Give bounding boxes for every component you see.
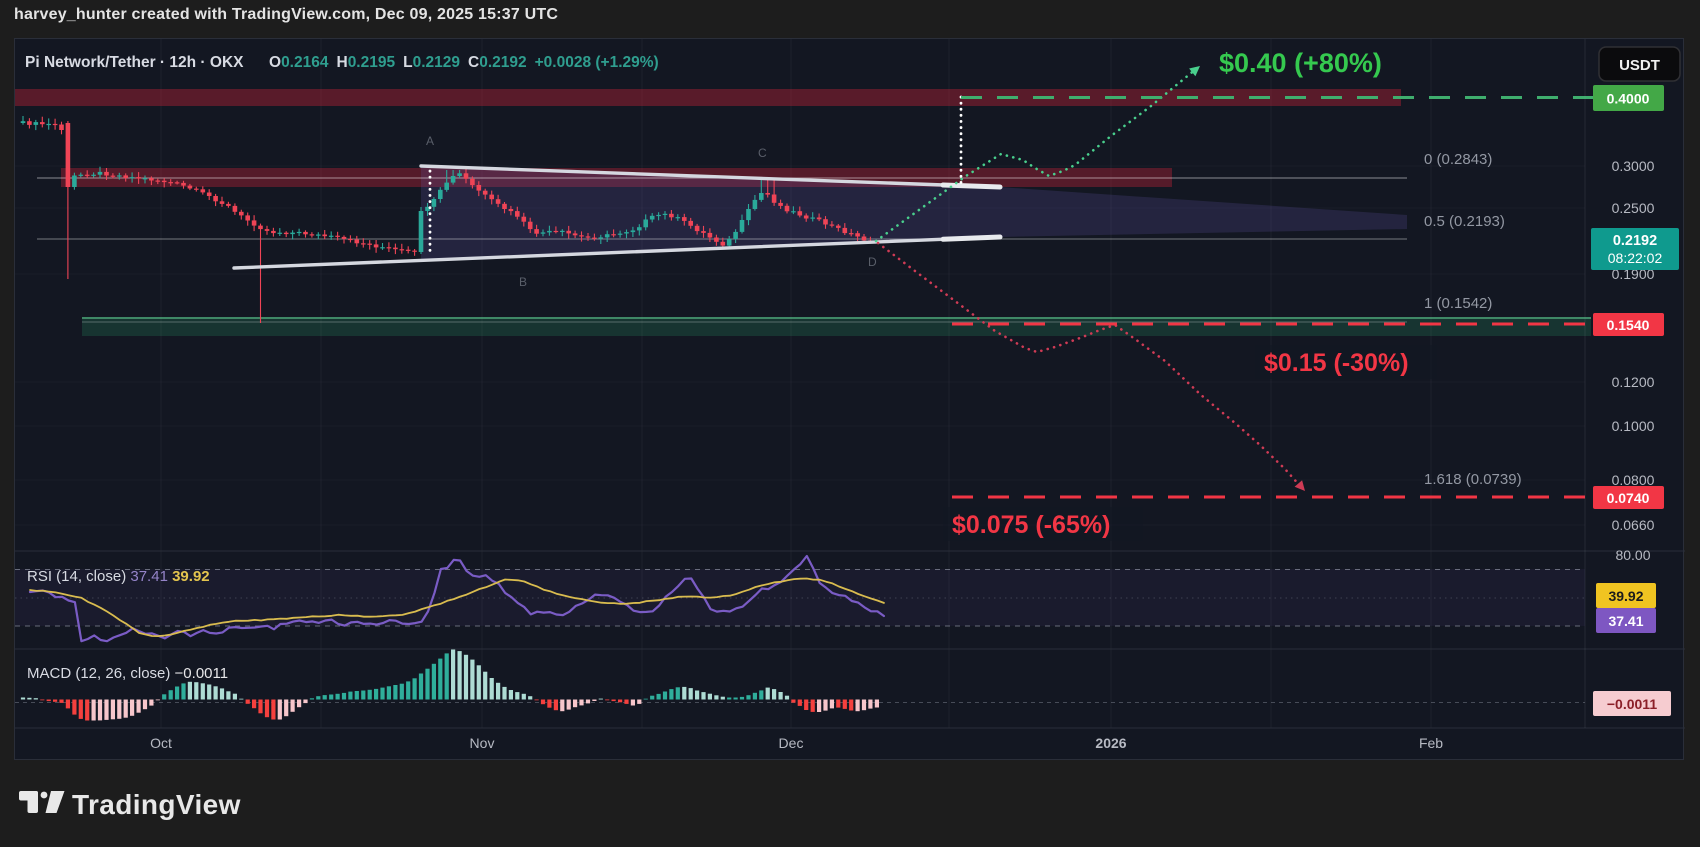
svg-text:1.618 (0.0739): 1.618 (0.0739)	[1424, 471, 1522, 488]
svg-text:0.2192: 0.2192	[1613, 233, 1657, 249]
svg-text:Nov: Nov	[470, 735, 495, 751]
svg-text:0.4000: 0.4000	[1607, 91, 1650, 107]
svg-text:$0.15 (-30%): $0.15 (-30%)	[1264, 349, 1409, 377]
svg-text:Oct: Oct	[150, 735, 172, 751]
svg-text:−0.0011: −0.0011	[1607, 696, 1657, 712]
svg-text:$0.40 (+80%): $0.40 (+80%)	[1219, 48, 1382, 78]
svg-text:0.1540: 0.1540	[1607, 317, 1650, 333]
svg-text:TradingView: TradingView	[72, 789, 241, 820]
svg-text:0.0660: 0.0660	[1612, 517, 1655, 533]
svg-text:37.41: 37.41	[1608, 613, 1643, 629]
svg-text:B: B	[519, 275, 527, 289]
svg-text:0.5 (0.2193): 0.5 (0.2193)	[1424, 213, 1505, 230]
svg-text:0.0740: 0.0740	[1607, 490, 1650, 506]
svg-text:0.2500: 0.2500	[1612, 200, 1655, 216]
svg-text:USDT: USDT	[1619, 57, 1660, 74]
svg-text:Feb: Feb	[1419, 735, 1443, 751]
svg-text:MACD (12, 26, close) −0.0011: MACD (12, 26, close) −0.0011	[27, 665, 228, 682]
svg-text:39.92: 39.92	[1608, 588, 1643, 604]
svg-text:Pi Network/Tether · 12h · OKX: Pi Network/Tether · 12h · OKX	[25, 54, 244, 71]
svg-text:D: D	[868, 255, 877, 269]
svg-text:0.1200: 0.1200	[1612, 374, 1655, 390]
svg-text:80.00: 80.00	[1615, 547, 1650, 563]
svg-text:0 (0.2843): 0 (0.2843)	[1424, 151, 1492, 168]
svg-text:$0.075 (-65%): $0.075 (-65%)	[952, 511, 1110, 539]
svg-text:A: A	[426, 134, 434, 148]
svg-text:RSI (14, close) 37.41 39.92: RSI (14, close) 37.41 39.92	[27, 568, 210, 585]
svg-text:1 (0.1542): 1 (0.1542)	[1424, 295, 1492, 312]
svg-text:C: C	[758, 146, 767, 160]
svg-text:2026: 2026	[1095, 735, 1126, 751]
svg-text:Dec: Dec	[779, 735, 804, 751]
svg-text:08:22:02: 08:22:02	[1608, 250, 1663, 266]
svg-text:0.3000: 0.3000	[1612, 158, 1655, 174]
svg-text:0.1000: 0.1000	[1612, 418, 1655, 434]
svg-text:0.0800: 0.0800	[1612, 472, 1655, 488]
